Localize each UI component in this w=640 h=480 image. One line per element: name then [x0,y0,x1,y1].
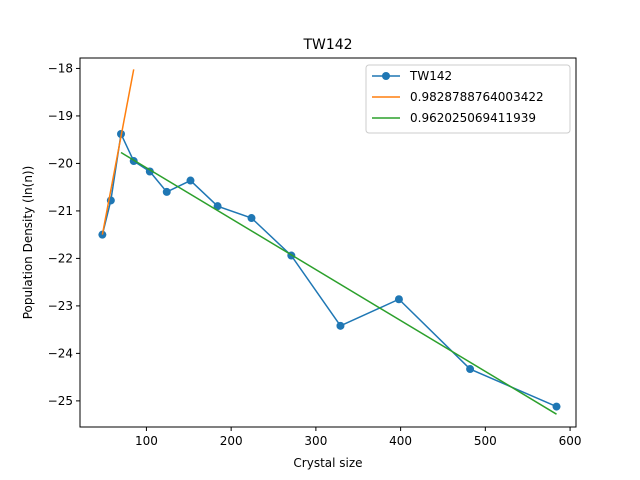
data-point [336,321,345,330]
data-point [98,230,107,239]
series-line-2 [120,151,557,415]
x-axis-label: Crystal size [293,456,362,470]
legend-label-1: 0.9828788764003422 [410,90,544,104]
y-tick-label: −18 [48,61,73,75]
chart-title: TW142 [302,37,352,53]
data-point [466,365,475,374]
plot-area [98,69,561,415]
data-point [145,167,154,176]
y-tick-label: −21 [48,204,73,218]
data-point [213,202,222,211]
series-line-0 [101,131,557,408]
data-point [247,214,256,223]
legend: TW142 0.9828788764003422 0.962025069411939 [365,64,571,134]
y-tick-label: −25 [48,394,73,408]
x-tick-label: 600 [559,434,582,448]
data-point [186,176,195,185]
y-axis: −25 −24 −23 −22 −21 −20 −19 −18 [48,61,80,408]
x-tick-label: 100 [135,434,158,448]
y-tick-label: −20 [48,156,73,170]
legend-label-0: TW142 [409,69,452,83]
x-tick-label: 200 [220,434,243,448]
y-tick-label: −24 [48,346,73,360]
x-axis: 100 200 300 400 500 600 [135,427,582,448]
data-point [162,187,171,196]
data-point [552,402,561,411]
x-tick-label: 500 [474,434,497,448]
x-tick-label: 400 [389,434,412,448]
series-line-1 [101,69,135,235]
y-axis-label: Population Density (ln(n)) [21,166,35,320]
axes-frame [79,57,577,428]
x-tick-label: 300 [304,434,327,448]
y-tick-label: −22 [48,251,73,265]
legend-marker [382,72,390,80]
legend-box [365,64,571,134]
data-point [394,295,403,304]
y-tick-label: −19 [48,109,73,123]
legend-label-2: 0.962025069411939 [410,111,536,125]
y-tick-label: −23 [48,299,73,313]
